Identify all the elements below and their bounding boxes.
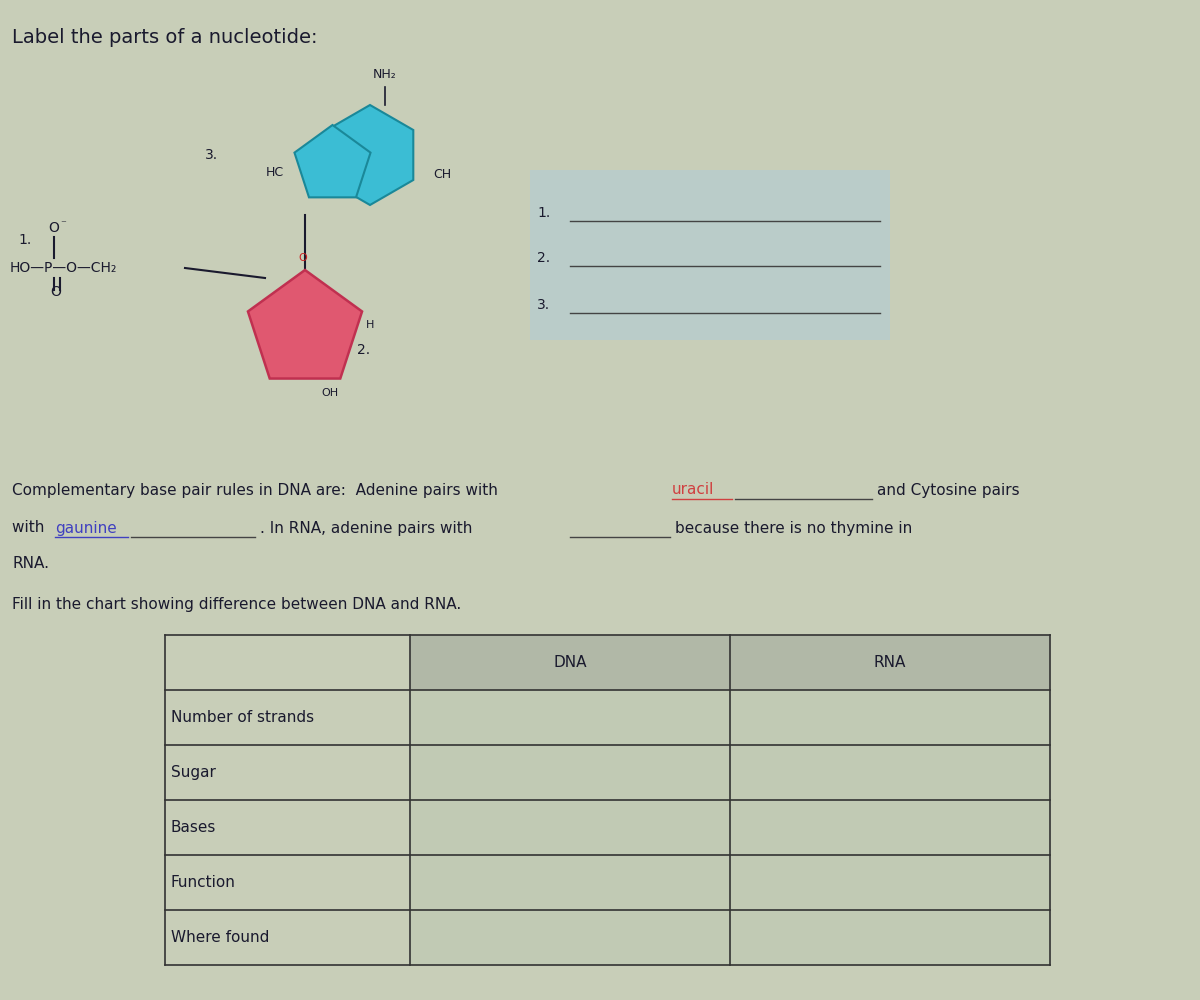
Bar — [410, 855, 730, 910]
Text: O: O — [50, 285, 61, 299]
Bar — [410, 635, 1050, 690]
Text: uracil: uracil — [672, 483, 714, 497]
Bar — [730, 800, 1050, 855]
Bar — [730, 690, 1050, 745]
Text: and Cytosine pairs: and Cytosine pairs — [877, 483, 1020, 497]
Bar — [530, 170, 890, 340]
Text: HC: HC — [265, 166, 283, 180]
Text: Function: Function — [172, 875, 236, 890]
Text: HO—P—O—CH₂: HO—P—O—CH₂ — [10, 261, 118, 275]
Text: Label the parts of a nucleotide:: Label the parts of a nucleotide: — [12, 28, 318, 47]
Text: Where found: Where found — [172, 930, 269, 945]
Bar — [410, 690, 730, 745]
Bar — [730, 910, 1050, 965]
Text: Complementary base pair rules in DNA are:  Adenine pairs with: Complementary base pair rules in DNA are… — [12, 483, 503, 497]
Text: RNA: RNA — [874, 655, 906, 670]
Text: O: O — [299, 253, 307, 263]
Text: Sugar: Sugar — [172, 765, 216, 780]
Text: RNA.: RNA. — [12, 556, 49, 570]
Text: OH: OH — [322, 388, 338, 398]
Polygon shape — [294, 125, 371, 197]
Text: because there is no thymine in: because there is no thymine in — [674, 520, 912, 536]
Text: with: with — [12, 520, 49, 536]
Polygon shape — [248, 270, 362, 379]
Text: ⁻: ⁻ — [60, 219, 66, 229]
Text: 3.: 3. — [538, 298, 550, 312]
Text: 1.: 1. — [18, 233, 31, 247]
Text: 1.: 1. — [538, 206, 551, 220]
Text: 3.: 3. — [205, 148, 218, 162]
Text: gaunine: gaunine — [55, 520, 116, 536]
Text: CH: CH — [433, 168, 451, 182]
Text: DNA: DNA — [553, 655, 587, 670]
Text: H: H — [366, 320, 374, 330]
Bar — [410, 910, 730, 965]
Text: Number of strands: Number of strands — [172, 710, 314, 725]
Text: 2.: 2. — [538, 251, 550, 265]
Text: Fill in the chart showing difference between DNA and RNA.: Fill in the chart showing difference bet… — [12, 597, 461, 612]
Text: Bases: Bases — [172, 820, 216, 835]
Text: NH₂: NH₂ — [373, 68, 397, 82]
Bar — [730, 855, 1050, 910]
Text: 2.: 2. — [358, 343, 370, 357]
Text: . In RNA, adenine pairs with: . In RNA, adenine pairs with — [260, 520, 478, 536]
Bar — [410, 800, 730, 855]
Text: O: O — [48, 221, 59, 235]
Bar — [410, 745, 730, 800]
Bar — [730, 745, 1050, 800]
Polygon shape — [326, 105, 413, 205]
